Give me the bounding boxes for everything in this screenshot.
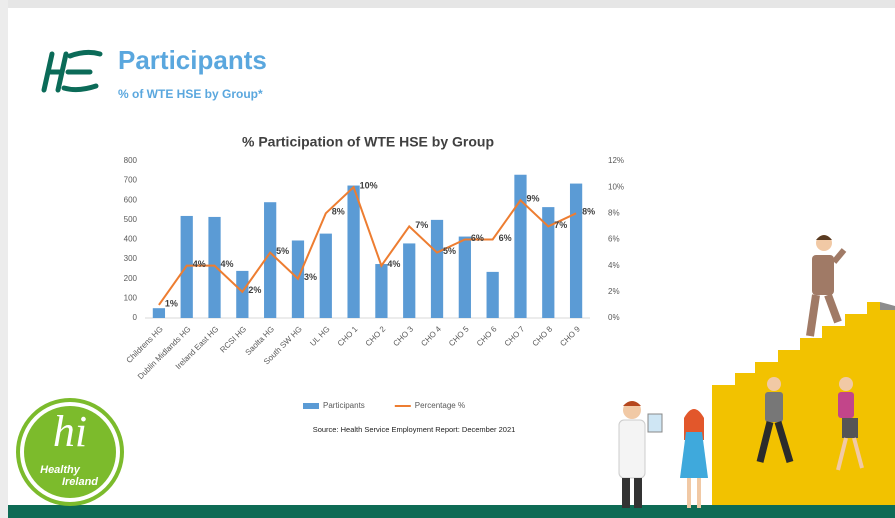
top-border: [0, 0, 895, 8]
bar: [236, 270, 249, 318]
data-label: 6%: [471, 233, 484, 243]
line: [158, 185, 577, 306]
y-tick-label: 100: [124, 293, 138, 302]
bar: [375, 264, 388, 318]
bar: [514, 174, 527, 318]
hi-logo-ireland: Ireland: [62, 476, 98, 488]
bar: [458, 236, 471, 318]
hi-logo-healthy: Healthy: [40, 464, 81, 476]
x-tick-label: CHO 5: [447, 324, 471, 348]
bar: [319, 233, 332, 318]
doctor: [618, 401, 663, 508]
bar: [347, 185, 360, 318]
hi-logo: [24, 406, 116, 498]
data-label: 4%: [387, 259, 400, 269]
data-label: 1%: [165, 298, 178, 308]
slide-subtitle: % of WTE HSE by Group*: [118, 87, 263, 101]
x-tick-label: CHO 4: [419, 324, 443, 348]
y-tick-label: 400: [124, 235, 138, 244]
x-tick-label: CHO 7: [503, 324, 527, 348]
x-tick-label: CHO 2: [364, 324, 388, 348]
data-label: 10%: [360, 181, 378, 191]
x-tick-label: CHO 6: [475, 324, 499, 348]
left-border: [0, 0, 8, 518]
person-climbing: [806, 235, 847, 337]
x-tick-label: CHO 8: [531, 324, 555, 348]
data-label: 9%: [526, 194, 539, 204]
x-tick-label: CHO 3: [391, 324, 415, 348]
bar: [208, 216, 221, 318]
y-tick-label: 500: [124, 215, 138, 224]
data-label: 2%: [248, 285, 261, 295]
x-tick-label: Dublin Midlands HG: [136, 325, 193, 382]
data-label: 3%: [304, 272, 317, 282]
legend-label: Participants: [323, 401, 365, 410]
y2-tick-label: 8%: [608, 208, 620, 217]
person-walking: [756, 377, 794, 464]
hse-logo: [41, 49, 103, 93]
data-label: 5%: [443, 246, 456, 256]
bar: [430, 219, 444, 318]
data-label: 5%: [276, 246, 289, 256]
x-tick-label: CHO 1: [336, 324, 360, 348]
footer-bar: [8, 505, 895, 518]
legend-label: Percentage %: [415, 401, 465, 410]
stairs-shadow: [880, 302, 895, 310]
y-tick-label: 800: [124, 156, 138, 165]
y2-tick-label: 10%: [608, 182, 624, 191]
source: Source: Health Service Employment Report…: [313, 425, 516, 434]
x-tick-label: UL HG: [308, 325, 331, 348]
bar: [264, 202, 277, 318]
y2-tick-label: 2%: [608, 287, 620, 296]
bar: [152, 308, 166, 318]
y-tick-label: 300: [124, 254, 138, 263]
chart-title: % Participation of WTE HSE by Group: [242, 134, 494, 150]
legend-swatch: [303, 403, 319, 409]
data-label: 4%: [221, 259, 234, 269]
data-label: 7%: [415, 220, 428, 230]
data-label: 7%: [554, 220, 567, 230]
y2-tick-label: 6%: [608, 235, 620, 244]
bar: [569, 183, 583, 318]
y2-tick-label: 12%: [608, 156, 624, 165]
data-label: 8%: [332, 207, 345, 217]
y-tick-label: 700: [124, 176, 138, 185]
y-tick-label: 200: [124, 274, 138, 283]
y-tick-label: 0: [133, 313, 138, 322]
hi-logo-text: hi: [53, 407, 87, 456]
bar: [542, 207, 555, 318]
person-woman: [836, 377, 864, 471]
data-label: 4%: [193, 259, 206, 269]
bar: [403, 243, 416, 318]
bar: [486, 271, 499, 318]
x-tick-label: CHO 9: [558, 324, 582, 348]
data-label: 6%: [499, 233, 512, 243]
nurse: [680, 409, 708, 508]
y-tick-label: 600: [124, 195, 138, 204]
slide-title: Participants: [118, 45, 267, 75]
data-label: 8%: [582, 207, 595, 217]
y2-tick-label: 4%: [608, 261, 620, 270]
y2-tick-label: 0%: [608, 313, 620, 322]
stairs: [712, 302, 895, 505]
